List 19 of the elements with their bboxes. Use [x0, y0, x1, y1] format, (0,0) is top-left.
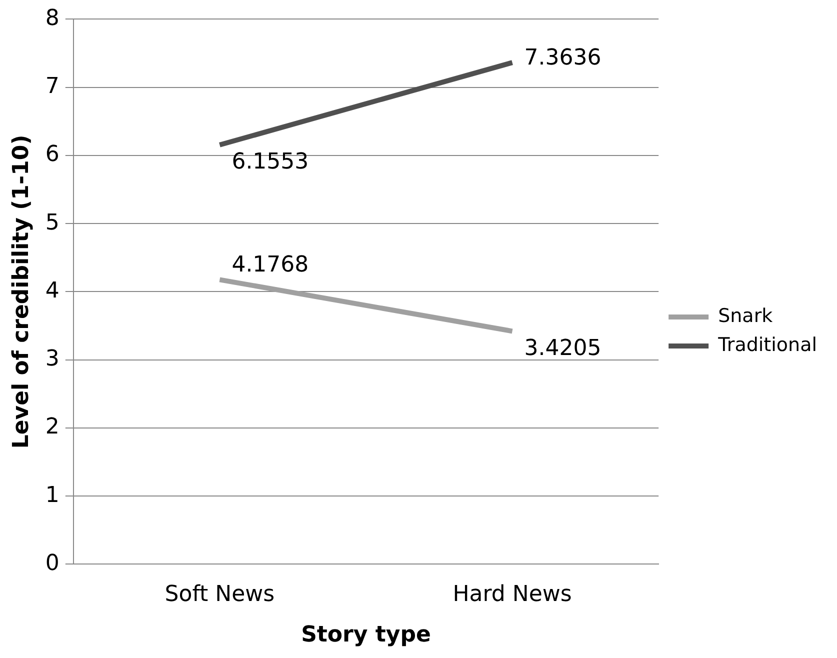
legend-label: Snark — [718, 304, 773, 327]
x-tick-label: Hard News — [452, 582, 572, 608]
y-tick-label: 1 — [45, 482, 60, 508]
data-label: 7.3636 — [524, 45, 602, 70]
y-tick-label: 4 — [45, 278, 60, 304]
x-tick-label: Soft News — [164, 582, 275, 608]
y-tick-label: 5 — [45, 210, 60, 236]
y-tick-label: 0 — [45, 550, 60, 576]
data-label: 6.1553 — [232, 150, 309, 175]
y-tick-label: 8 — [45, 6, 60, 31]
data-label: 4.1768 — [232, 252, 309, 278]
legend-label: Traditional — [717, 334, 818, 356]
y-tick-label: 3 — [45, 346, 60, 372]
y-axis-title: Level of credibility (1-10) — [8, 134, 34, 449]
data-label: 3.4205 — [524, 336, 602, 361]
y-tick-label: 7 — [45, 74, 60, 100]
y-tick-label: 6 — [45, 142, 60, 168]
x-axis-title: Story type — [301, 622, 431, 648]
y-tick-label: 2 — [45, 414, 60, 440]
